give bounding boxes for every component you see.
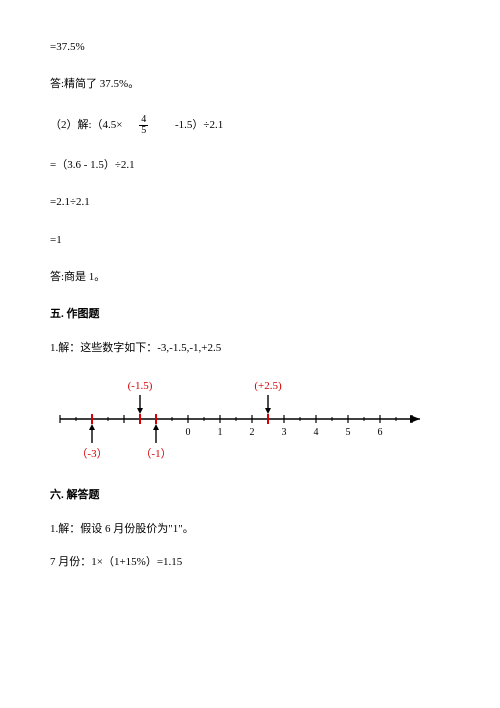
- svg-text:3: 3: [282, 427, 287, 438]
- svg-text:(+2.5): (+2.5): [254, 380, 282, 392]
- equation-result-37-5: =37.5%: [50, 40, 450, 55]
- july-calc: 7 月份：1×（1+15%）=1.15: [50, 555, 450, 570]
- problem-6-1: 1.解：假设 6 月份股价为"1"。: [50, 522, 450, 537]
- svg-text:（-1）: （-1）: [140, 447, 171, 460]
- expr-post: -1.5）÷2.1: [175, 119, 223, 131]
- problem-5-1: 1.解：这些数字如下：-3,-1.5,-1,+2.5: [50, 341, 450, 356]
- answer-simplified: 答:精简了 37.5%。: [50, 77, 450, 92]
- svg-text:6: 6: [378, 427, 383, 438]
- answer-quotient: 答:商是 1。: [50, 270, 450, 285]
- numberline-chart: 0 1 2 3 4 5 6 (-1.5) (+2.5) （-3） （-1）: [50, 374, 450, 464]
- section-5-heading: 五. 作图题: [50, 307, 450, 322]
- numberline-svg: 0 1 2 3 4 5 6 (-1.5) (+2.5) （-3） （-1）: [50, 374, 430, 464]
- svg-text:2: 2: [250, 427, 255, 438]
- svg-text:（-3）: （-3）: [76, 447, 107, 460]
- fraction-denominator: 5: [139, 126, 148, 136]
- problem-2-expression: （2）解:（4.5× 4 5 -1.5）÷2.1: [50, 115, 450, 136]
- expr-pre: （2）解:（4.5×: [50, 119, 123, 131]
- svg-text:4: 4: [314, 427, 319, 438]
- step-2: =2.1÷2.1: [50, 195, 450, 210]
- step-3: =1: [50, 233, 450, 248]
- svg-text:1: 1: [218, 427, 223, 438]
- section-6-heading: 六. 解答题: [50, 488, 450, 503]
- svg-text:5: 5: [346, 427, 351, 438]
- svg-text:(-1.5): (-1.5): [128, 380, 153, 392]
- svg-text:0: 0: [186, 427, 191, 438]
- step-1: =（3.6 - 1.5）÷2.1: [50, 158, 450, 173]
- fraction-4-5: 4 5: [139, 115, 148, 136]
